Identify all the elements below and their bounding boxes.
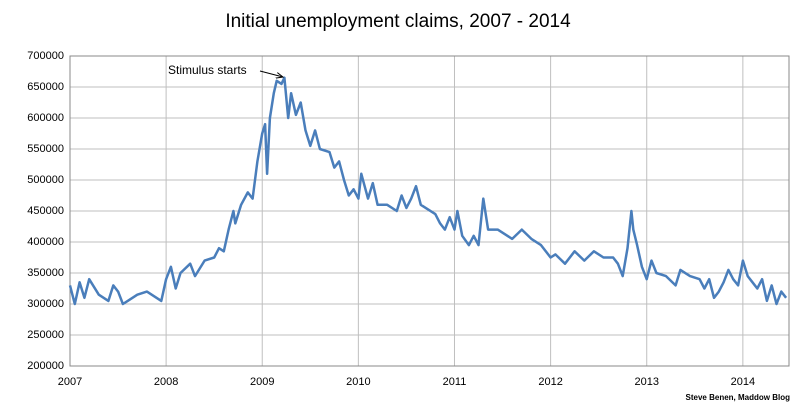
x-tick-label: 2010 [346,376,370,388]
annotation: Stimulus starts [168,63,247,77]
x-tick-label: 2007 [58,376,82,388]
x-tick-label: 2012 [538,376,562,388]
source: Steve Benen, Maddow Blog [686,393,791,402]
y-tick-label: 450000 [27,205,64,217]
y-tick-label: 700000 [27,50,64,62]
chart-title: Initial unemployment claims, 2007 - 2014 [225,11,571,32]
x-tick-label: 2013 [634,376,658,388]
y-tick-label: 650000 [27,81,64,93]
plot-border [69,55,790,367]
y-tick-label: 400000 [27,236,64,248]
annotation-arrow [259,70,283,77]
y-tick-label: 250000 [27,329,64,341]
x-tick-label: 2011 [443,376,467,388]
y-tick-label: 550000 [27,143,64,155]
x-tick-label: 2009 [250,376,274,388]
y-tick-label: 300000 [27,298,64,310]
y-tick-label: 200000 [27,360,64,372]
y-tick-label: 500000 [27,174,64,186]
data-line [68,76,788,306]
x-tick-label: 2014 [731,376,755,388]
y-tick-label: 600000 [27,112,64,124]
x-tick-label: 2008 [154,376,178,388]
y-tick-label: 350000 [27,267,64,279]
